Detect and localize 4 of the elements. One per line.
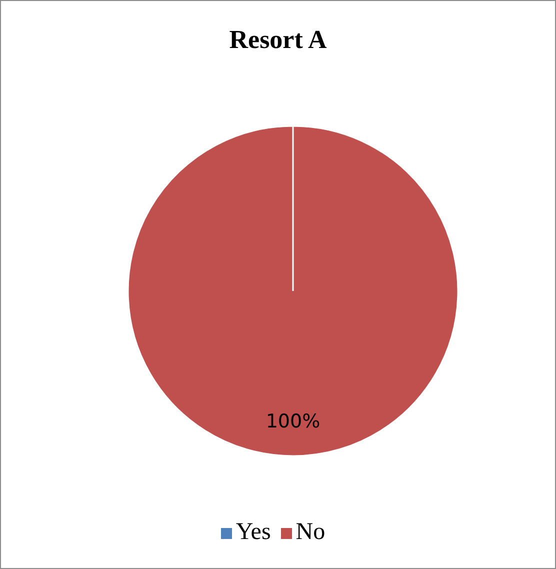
legend-label: Yes	[236, 519, 271, 545]
chart-title: Resort A	[228, 25, 328, 55]
legend-label: No	[296, 519, 326, 545]
data-label: 100%	[266, 410, 320, 432]
